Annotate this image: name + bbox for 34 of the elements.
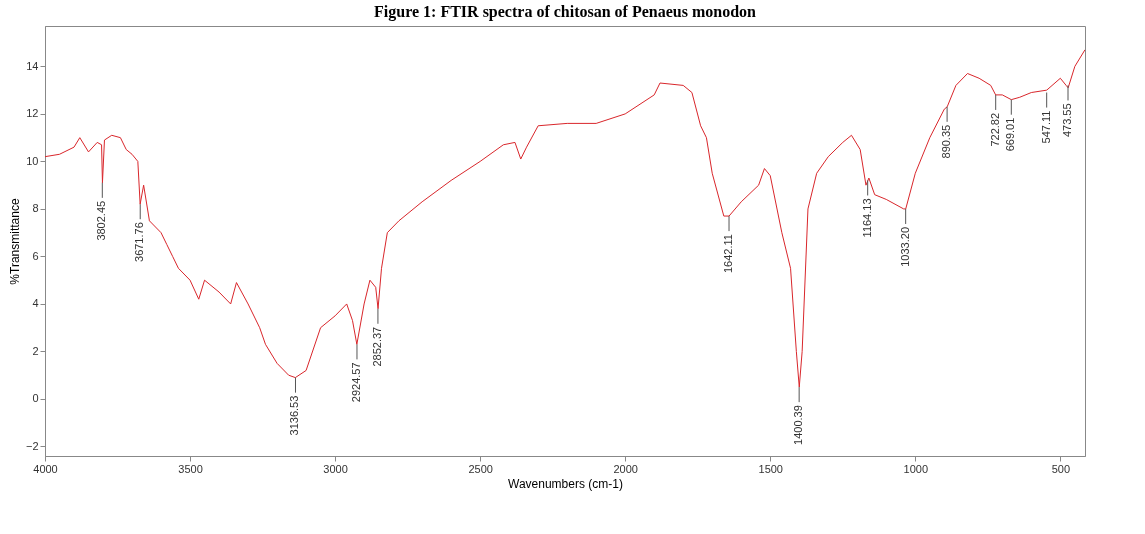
x-tick-label: 4000	[33, 462, 58, 475]
x-tick-label: 3500	[178, 462, 203, 475]
y-tick-label: 10	[26, 154, 39, 167]
x-tick-label: 3000	[323, 462, 348, 475]
y-tick-label: −2	[25, 440, 39, 452]
annotation: 1400.39	[792, 405, 805, 445]
x-tick-label: 2500	[468, 462, 493, 475]
annotation: 890.35	[940, 124, 953, 159]
y-axis-title: %Transmittance	[7, 198, 22, 285]
annotation: 2924.57	[349, 362, 362, 403]
chart-title: Figure 1: FTIR spectra of chitosan of Penaeus monodon	[374, 3, 757, 21]
x-tick-label: 500	[1051, 462, 1071, 475]
x-axis-title: Wavenumbers (cm-1)	[508, 476, 623, 491]
x-tick-label: 2000	[613, 462, 638, 475]
annotation: 547.11	[1039, 110, 1052, 144]
y-tick-label: 14	[26, 59, 39, 72]
y-tick-label: 2	[32, 344, 39, 357]
annotation: 1642.11	[722, 234, 735, 274]
annotation: 722.82	[988, 112, 1001, 147]
y-tick-label: 12	[26, 107, 39, 120]
annotation: 2852.37	[370, 326, 383, 367]
y-tick-label: 8	[32, 202, 39, 215]
y-tick-label: 0	[32, 392, 39, 405]
annotation: 3671.76	[133, 222, 146, 262]
y-tick-label: 6	[32, 249, 39, 262]
annotation: 3802.45	[95, 200, 108, 241]
annotation: 473.55	[1061, 103, 1074, 138]
annotation: 3136.53	[288, 395, 301, 436]
annotation: 1164.13	[860, 198, 873, 238]
x-tick-label: 1500	[758, 462, 783, 475]
y-tick-label: 4	[32, 297, 39, 310]
annotation: 669.01	[1004, 117, 1017, 152]
annotation: 1033.20	[898, 226, 911, 267]
x-tick-label: 1000	[903, 462, 929, 475]
